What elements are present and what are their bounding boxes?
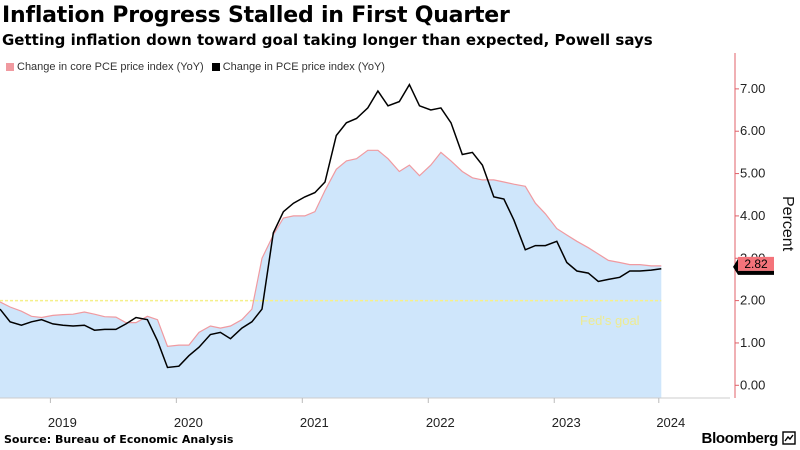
last-value-label: 2.82 bbox=[744, 257, 768, 271]
y-tick-label: 7.00 bbox=[740, 81, 765, 96]
chart-subtitle: Getting inflation down toward goal takin… bbox=[2, 31, 653, 49]
x-tick-label: 2023 bbox=[552, 415, 581, 430]
last-value-arrow-icon bbox=[733, 258, 738, 275]
core-pce-line bbox=[0, 149, 662, 347]
legend-item-pce: Change in PCE price index (YoY) bbox=[211, 61, 385, 73]
legend-label-pce: Change in PCE price index (YoY) bbox=[222, 61, 385, 73]
pce-line bbox=[0, 83, 662, 369]
x-tick-label: 2022 bbox=[426, 415, 455, 430]
legend-swatch-pce bbox=[211, 63, 220, 71]
y-axis-title: Percent bbox=[779, 196, 796, 252]
y-tick-label: 0.00 bbox=[740, 377, 765, 392]
legend-item-core: Change in core PCE price index (YoY) bbox=[6, 61, 204, 73]
last-value-badge bbox=[738, 256, 774, 271]
y-tick-label: 1.00 bbox=[740, 335, 765, 350]
x-tick-label: 2019 bbox=[48, 415, 77, 430]
legend-label-core: Change in core PCE price index (YoY) bbox=[17, 61, 204, 73]
legend: Change in core PCE price index (YoY) Cha… bbox=[6, 61, 393, 73]
y-tick-label: 4.00 bbox=[740, 208, 765, 223]
y-tick-label: 6.00 bbox=[740, 123, 765, 138]
x-tick-label: 2021 bbox=[300, 415, 329, 430]
x-tick-label: 2020 bbox=[174, 415, 203, 430]
core-pce-area bbox=[0, 150, 662, 398]
y-tick-label: 2.00 bbox=[740, 293, 765, 308]
last-value-badge-pce-marker bbox=[738, 270, 774, 275]
brand-logo: Bloomberg bbox=[701, 430, 779, 447]
x-tick-label: 2024 bbox=[656, 415, 685, 430]
fed-goal-label: Fed's goal bbox=[580, 313, 640, 328]
source-note: Source: Bureau of Economic Analysis bbox=[4, 433, 234, 446]
legend-swatch-core bbox=[6, 63, 14, 71]
chart-title: Inflation Progress Stalled in First Quar… bbox=[2, 3, 510, 28]
bloomberg-glyph-icon bbox=[782, 431, 796, 445]
y-tick-label: 5.00 bbox=[740, 166, 765, 181]
